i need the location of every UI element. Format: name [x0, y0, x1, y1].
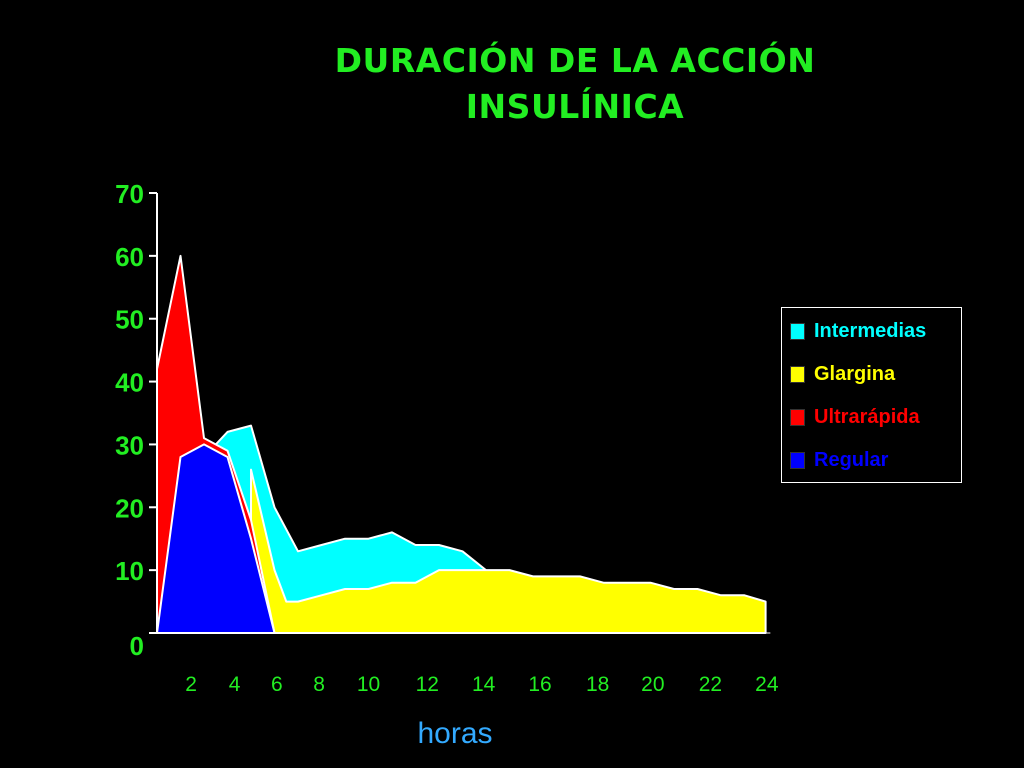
x-tick-label: 18	[586, 673, 609, 696]
title-line-2: INSULÍNICA	[465, 87, 685, 126]
y-tick-label: 20	[115, 493, 144, 523]
legend-item-intermedias: Intermedias	[790, 320, 926, 342]
x-axis-label: horas	[417, 717, 492, 750]
legend-label-intermedias: Intermedias	[814, 319, 927, 342]
page-title: DURACIÓN DE LA ACCIÓN INSULÍNICA	[240, 38, 910, 130]
legend-label-glargina: Glargina	[814, 362, 896, 385]
x-tick-label: 20	[641, 673, 664, 696]
legend-item-ultrarapida: Ultrarápida	[790, 406, 920, 428]
x-tick-label: 12	[416, 673, 439, 696]
y-tick-label: 30	[115, 430, 144, 460]
y-tick-label: 0	[130, 631, 144, 661]
x-tick-label: 22	[699, 673, 722, 696]
y-tick-label: 10	[115, 556, 144, 586]
y-tick-label: 50	[115, 305, 144, 335]
x-tick-label: 2	[185, 673, 197, 696]
legend-swatch-intermedias	[790, 322, 805, 340]
legend-label-regular: Regular	[814, 448, 889, 471]
x-tick-label: 4	[229, 673, 241, 696]
chart-areas	[156, 254, 767, 634]
x-tick-label: 6	[271, 673, 283, 696]
y-tick-label: 70	[115, 179, 144, 209]
chart-legend: Intermedias Glargina Ultrarápida Regular	[781, 307, 962, 483]
x-tick-label: 16	[528, 673, 551, 696]
legend-label-ultrarapida: Ultrarápida	[814, 405, 920, 428]
legend-swatch-glargina	[790, 365, 805, 383]
y-tick-label: 60	[115, 242, 144, 272]
x-tick-label: 10	[357, 673, 380, 696]
y-tick-label: 40	[115, 368, 144, 398]
y-tick-labels: 0 10 20 30 40 50 60 70	[115, 179, 144, 661]
chart-axes	[149, 192, 771, 634]
title-line-1: DURACIÓN DE LA ACCIÓN	[334, 41, 816, 80]
legend-swatch-ultrarapida	[790, 408, 805, 426]
x-tick-label: 14	[472, 673, 496, 696]
legend-item-glargina: Glargina	[790, 363, 895, 385]
legend-item-regular: Regular	[790, 449, 888, 471]
legend-swatch-regular	[790, 451, 805, 469]
series-area-glargina	[250, 468, 767, 634]
x-tick-labels: 2 4 6 8 10 12 14 16 18 20 22 24	[185, 673, 779, 696]
x-tick-label: 24	[755, 673, 779, 696]
x-tick-label: 8	[313, 673, 325, 696]
